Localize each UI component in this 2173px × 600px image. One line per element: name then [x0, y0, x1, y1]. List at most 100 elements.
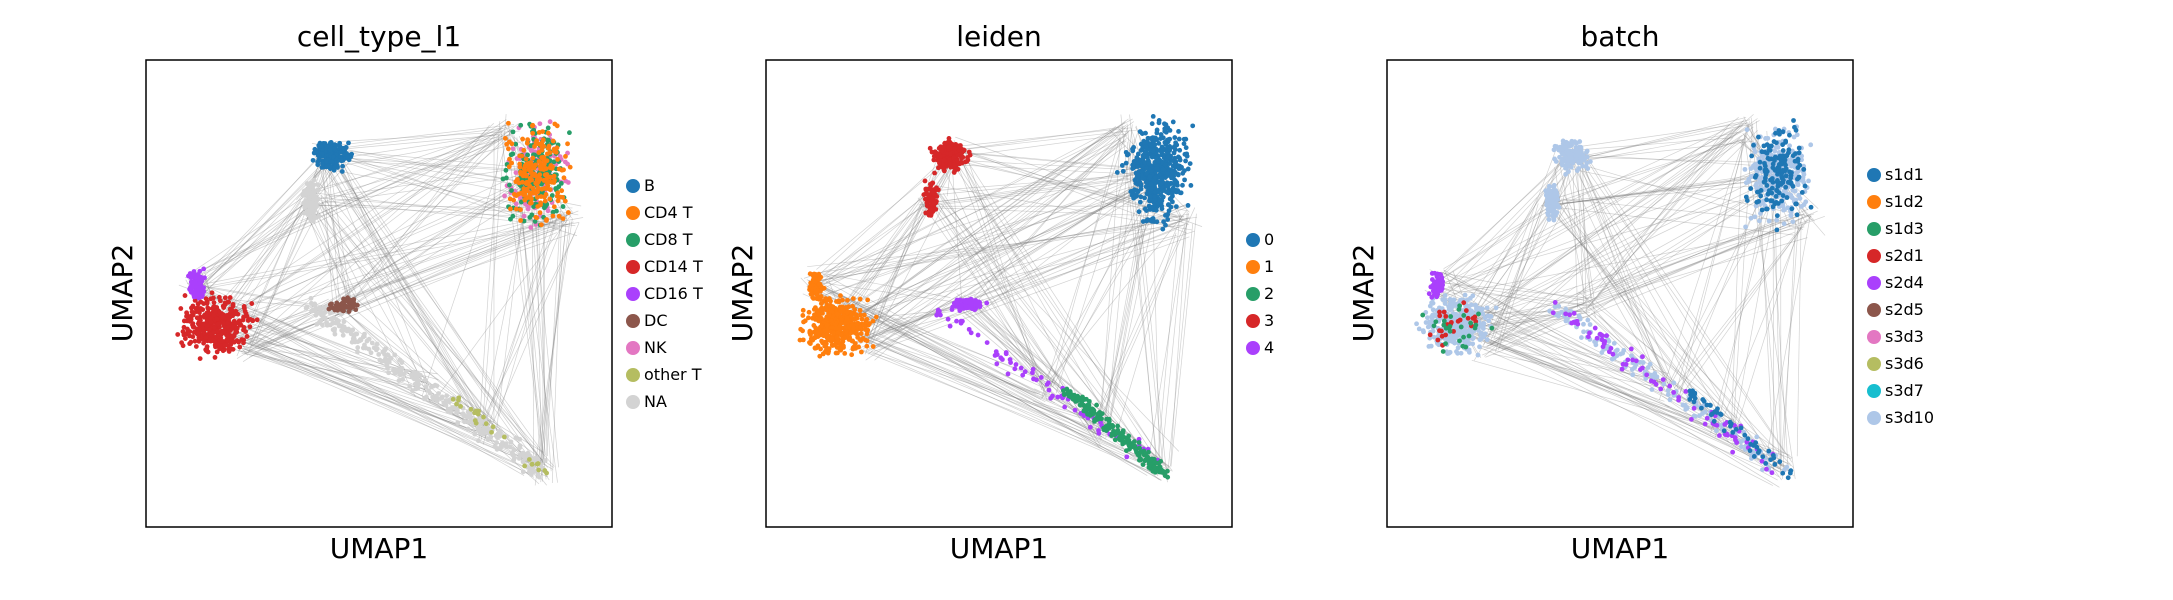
- cell-point: [814, 316, 820, 322]
- cell-point: [243, 329, 248, 334]
- cell-point: [858, 312, 863, 318]
- edge-line: [873, 336, 1149, 463]
- cell-point: [1775, 171, 1780, 177]
- edge-line: [187, 130, 503, 281]
- edge-line: [1097, 124, 1133, 436]
- cell-point: [1172, 178, 1178, 184]
- cell-point: [1139, 163, 1145, 169]
- cell-point: [560, 204, 566, 209]
- cell-point: [549, 193, 555, 198]
- cell-point: [1123, 160, 1129, 166]
- cell-point: [864, 338, 870, 344]
- cell-point: [191, 324, 197, 330]
- cell-point: [182, 336, 188, 342]
- cell-point: [1780, 193, 1786, 198]
- edge-line: [193, 170, 318, 295]
- edge-line: [1796, 220, 1802, 457]
- cell-point: [481, 414, 486, 420]
- cell-point: [541, 178, 547, 183]
- edge-line: [536, 181, 548, 456]
- edge-line: [1473, 204, 1568, 361]
- cell-point: [1792, 124, 1797, 130]
- cell-point: [1569, 160, 1575, 165]
- cell-point: [353, 307, 359, 313]
- cell-point: [366, 336, 372, 342]
- cell-point: [1567, 142, 1572, 148]
- cell-point: [1783, 138, 1789, 144]
- cell-point: [528, 472, 534, 477]
- cell-point: [1801, 166, 1807, 172]
- edge-line: [861, 303, 959, 338]
- cell-point: [334, 300, 340, 306]
- cell-point: [1185, 203, 1191, 208]
- edge-line: [243, 341, 548, 478]
- edge-line: [941, 203, 1180, 452]
- edge-line: [1545, 205, 1794, 468]
- x-axis-label: UMAP1: [330, 532, 429, 565]
- legend-item: CD8 T: [626, 230, 693, 249]
- cell-point: [516, 180, 522, 186]
- cell-point: [1172, 135, 1178, 140]
- edge-line: [211, 175, 534, 325]
- edge-line: [330, 163, 485, 427]
- cell-point: [467, 411, 473, 417]
- edge-line: [1676, 123, 1751, 391]
- cell-point: [194, 282, 199, 287]
- cell-point: [386, 370, 392, 376]
- cell-point: [1780, 148, 1786, 153]
- cell-point: [539, 143, 545, 149]
- cell-point: [1142, 206, 1148, 212]
- edge-line: [1147, 213, 1189, 463]
- cell-point: [429, 384, 434, 390]
- cell-point: [961, 298, 967, 304]
- cell-point: [1109, 424, 1115, 430]
- cell-point: [823, 296, 828, 301]
- cell-point: [1185, 166, 1191, 172]
- cell-point: [228, 308, 234, 314]
- cell-point: [563, 153, 568, 159]
- edge-line: [1461, 135, 1743, 321]
- cell-point: [1790, 183, 1796, 189]
- cell-point: [565, 141, 570, 147]
- edge-line: [344, 167, 540, 312]
- edge-line: [1105, 139, 1135, 438]
- cell-point: [421, 396, 427, 402]
- cell-point: [949, 307, 955, 312]
- cell-point: [327, 310, 333, 316]
- cell-point: [196, 326, 202, 332]
- edge-line: [234, 345, 477, 428]
- cell-point: [829, 336, 835, 342]
- edge-line: [834, 326, 1039, 395]
- edge-line: [853, 140, 1127, 346]
- edge-line: [332, 151, 487, 431]
- edge-line: [314, 165, 532, 200]
- cell-point: [530, 122, 536, 128]
- legend-item: 0: [1246, 230, 1274, 249]
- edge-line: [479, 121, 501, 426]
- cell-point: [535, 185, 541, 191]
- cell-point: [508, 206, 513, 212]
- legend-item: 2: [1246, 284, 1274, 303]
- cell-point: [396, 378, 402, 383]
- edge-line: [209, 329, 488, 426]
- cell-point: [1774, 188, 1780, 194]
- cell-point: [1773, 130, 1778, 136]
- cell-point: [227, 295, 233, 300]
- cell-point: [1072, 407, 1078, 413]
- edge-line: [250, 342, 532, 475]
- cell-point: [1793, 201, 1799, 207]
- cell-point: [525, 137, 531, 143]
- edge-line: [311, 143, 531, 184]
- edge-line: [1041, 192, 1168, 399]
- cell-point: [850, 296, 856, 302]
- cell-point: [1552, 156, 1557, 162]
- edge-line: [256, 341, 485, 421]
- cell-point: [231, 339, 237, 345]
- cell-point: [1157, 172, 1163, 177]
- cell-point: [800, 313, 806, 318]
- cell-point: [975, 332, 981, 338]
- cell-point: [1756, 199, 1762, 204]
- cell-point: [816, 327, 822, 333]
- cell-point: [509, 188, 514, 193]
- cell-point: [181, 318, 187, 324]
